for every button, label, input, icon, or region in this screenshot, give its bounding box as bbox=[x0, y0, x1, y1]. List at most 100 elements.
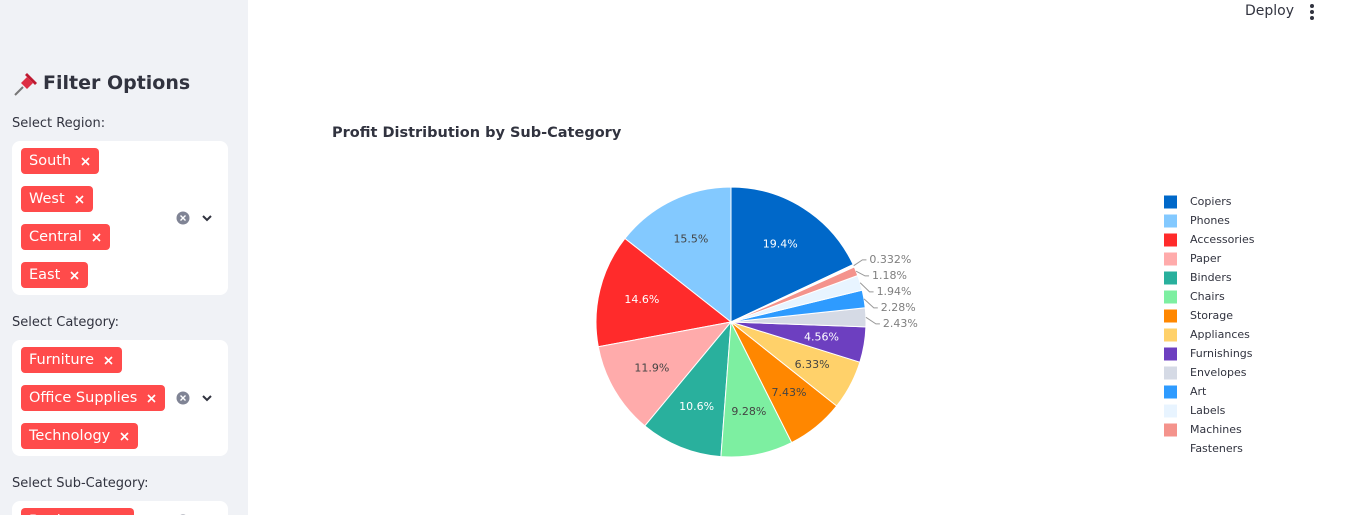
slice-label: 14.6% bbox=[624, 293, 659, 306]
clear-icon-x bbox=[180, 215, 186, 221]
legend-label: Phones bbox=[1190, 214, 1230, 227]
sidebar: Filter Options Select Region: South West Ce… bbox=[0, 0, 248, 515]
tag-text: Furniture bbox=[29, 352, 95, 368]
tag-text: Technology bbox=[29, 428, 111, 444]
multiselect[interactable]: South West Central East bbox=[12, 141, 228, 295]
selected-tag: Central bbox=[21, 224, 110, 250]
legend-label: Copiers bbox=[1190, 195, 1232, 208]
pie-slice bbox=[730, 186, 854, 323]
pin-icon bbox=[14, 73, 37, 96]
slice-label: 15.5% bbox=[673, 232, 708, 245]
selected-tag: South bbox=[21, 148, 100, 174]
tag-text: West bbox=[29, 191, 65, 207]
remove-icon-stroke bbox=[120, 432, 129, 441]
selected-tag: West bbox=[21, 186, 93, 212]
legend-label: Furnishings bbox=[1190, 347, 1253, 360]
remove-icon[interactable] bbox=[70, 271, 79, 280]
remove-icon-stroke bbox=[81, 157, 90, 166]
chart-title: Profit Distribution by Sub-Category bbox=[332, 125, 622, 141]
clear-and-expand[interactable] bbox=[176, 210, 216, 226]
slice-label: 2.43% bbox=[883, 317, 918, 330]
pie-slice bbox=[597, 321, 733, 427]
chevron bbox=[202, 215, 212, 222]
remove-icon[interactable] bbox=[147, 394, 156, 403]
legend-swatch bbox=[1164, 328, 1177, 342]
filter-label: Select Sub-Category: bbox=[12, 476, 149, 491]
pie-slice bbox=[624, 186, 732, 324]
legend-swatch bbox=[1164, 442, 1177, 456]
slice-label: 0.332% bbox=[869, 253, 911, 266]
slice-label: 6.33% bbox=[795, 358, 830, 371]
remove-icon-stroke bbox=[92, 233, 101, 242]
remove-icon[interactable] bbox=[81, 157, 90, 166]
legend-label: Accessories bbox=[1190, 233, 1255, 246]
legend-label: Paper bbox=[1190, 252, 1222, 265]
legend-label: Chairs bbox=[1190, 290, 1225, 303]
legend-swatch bbox=[1164, 214, 1177, 228]
tag-text: Bookcases bbox=[29, 513, 106, 515]
remove-icon-stroke bbox=[104, 356, 113, 365]
multiselect[interactable]: Bookcases bbox=[12, 501, 228, 515]
legend-label: Envelopes bbox=[1190, 366, 1247, 379]
remove-icon-stroke bbox=[147, 394, 156, 403]
selected-tag: Technology bbox=[21, 423, 139, 449]
legend-label: Machines bbox=[1190, 423, 1242, 436]
menu-button[interactable] bbox=[1304, 3, 1320, 21]
slice-label: 10.6% bbox=[679, 400, 714, 413]
legend-swatch bbox=[1164, 309, 1177, 323]
legend-swatch bbox=[1164, 347, 1177, 361]
legend-swatch bbox=[1164, 271, 1177, 285]
pie-slice bbox=[595, 237, 733, 348]
legend-label: Appliances bbox=[1190, 328, 1250, 341]
remove-icon[interactable] bbox=[120, 432, 129, 441]
remove-icon-stroke bbox=[75, 195, 84, 204]
leader-line bbox=[863, 298, 878, 309]
slice-label: 1.18% bbox=[872, 269, 907, 282]
legend-label: Labels bbox=[1190, 404, 1226, 417]
filter-label: Select Category: bbox=[12, 315, 120, 330]
sidebar-title: Filter Options bbox=[43, 72, 191, 94]
legend-label: Art bbox=[1190, 385, 1207, 398]
legend-label: Storage bbox=[1190, 309, 1233, 322]
legend-label: Fasteners bbox=[1190, 442, 1243, 455]
legend-swatch bbox=[1164, 423, 1177, 437]
clear-icon-x bbox=[180, 395, 186, 401]
tag-text: East bbox=[29, 267, 61, 283]
legend-swatch bbox=[1164, 195, 1177, 209]
selected-tag: East bbox=[21, 262, 89, 288]
legend-label: Binders bbox=[1190, 271, 1232, 284]
selected-tag: Bookcases bbox=[21, 508, 134, 515]
multiselect[interactable]: Furniture Office Supplies Technology bbox=[12, 340, 228, 456]
remove-icon[interactable] bbox=[104, 356, 113, 365]
slice-label: 11.9% bbox=[634, 361, 669, 374]
remove-icon[interactable] bbox=[92, 233, 101, 242]
leader-line bbox=[859, 282, 874, 293]
legend-swatch bbox=[1164, 385, 1177, 399]
tag-text: South bbox=[29, 153, 72, 169]
tag-text: Central bbox=[29, 229, 82, 245]
tag-text: Office Supplies bbox=[29, 390, 138, 406]
legend-swatch bbox=[1164, 233, 1177, 247]
leader-line bbox=[853, 259, 867, 267]
pie-slice bbox=[730, 263, 855, 323]
pie-slice bbox=[644, 320, 732, 458]
chart: Profit Distribution by Sub-Category 19.4… bbox=[332, 125, 1255, 458]
legend-swatch bbox=[1164, 404, 1177, 418]
leader-line bbox=[855, 270, 870, 277]
slice-label: 19.4% bbox=[763, 237, 798, 250]
remove-icon-stroke bbox=[70, 271, 79, 280]
slice-label: 4.56% bbox=[804, 330, 839, 343]
legend-swatch bbox=[1164, 290, 1177, 304]
deploy-button[interactable]: Deploy bbox=[1245, 3, 1295, 19]
selected-tag: Furniture bbox=[21, 347, 123, 373]
chevron bbox=[202, 395, 212, 402]
filter-label: Select Region: bbox=[12, 116, 106, 131]
clear-and-expand[interactable] bbox=[176, 390, 216, 406]
slice-label: 1.94% bbox=[877, 285, 912, 298]
legend-swatch bbox=[1164, 366, 1177, 380]
remove-icon[interactable] bbox=[75, 195, 84, 204]
leader-line bbox=[865, 316, 880, 325]
slice-label: 7.43% bbox=[771, 386, 806, 399]
slice-label: 9.28% bbox=[731, 405, 766, 418]
